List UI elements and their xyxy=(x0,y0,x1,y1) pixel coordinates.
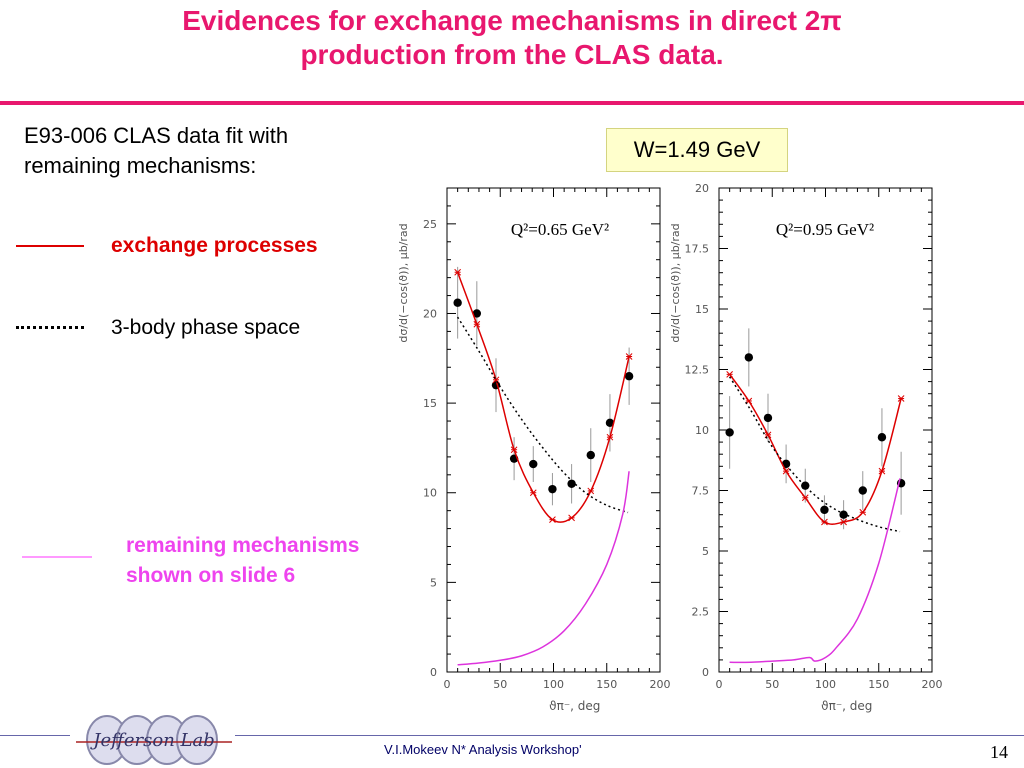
chart1-x-tick-label: 100 xyxy=(543,678,564,691)
chart2-y-axis-label: dσ/d(−cos(ϑ)), μb/rad xyxy=(669,223,682,342)
intro-line-1: E93-006 CLAS data fit with xyxy=(24,123,289,148)
chart1-x-tick-label: 200 xyxy=(650,678,671,691)
title-divider xyxy=(0,101,1024,105)
legend-exchange-label: exchange processes xyxy=(111,234,318,257)
chart2-x-axis-label: ϑπ⁻, deg xyxy=(821,699,872,713)
chart2-data-point xyxy=(801,481,810,490)
chart2-x-tick-label: 100 xyxy=(815,678,836,691)
chart1-panel-label: Q²=0.65 GeV² xyxy=(511,220,609,239)
chart2-y-tick-label: 5 xyxy=(702,545,709,558)
chart2-y-tick-label: 15 xyxy=(695,303,709,316)
chart1-y-tick-label: 0 xyxy=(430,666,437,679)
chart1-y-tick-label: 25 xyxy=(423,218,437,231)
chart1-x-axis-label: ϑπ⁻, deg xyxy=(549,699,600,713)
jefferson-lab-logo: Jefferson Lab xyxy=(76,715,232,765)
chart2-exchange-curve xyxy=(728,373,902,525)
chart2-x-tick-label: 150 xyxy=(868,678,889,691)
chart1-data-point xyxy=(453,298,462,307)
chart2-data-point xyxy=(877,433,887,442)
chart2-y-tick-label: 20 xyxy=(695,182,709,195)
legend-remaining-label: remaining mechanisms shown on slide 6 xyxy=(126,531,359,591)
chart2-x-tick-label: 0 xyxy=(716,678,723,691)
chart1-data-point xyxy=(529,459,538,469)
intro-text: E93-006 CLAS data fit with remaining mec… xyxy=(24,121,288,181)
page-number: 14 xyxy=(990,742,1008,762)
legend-phase-space-label: 3-body phase space xyxy=(111,316,301,339)
chart2-x-tick-label: 50 xyxy=(765,678,779,691)
intro-line-2: remaining mechanisms: xyxy=(24,153,257,178)
chart1-data-point xyxy=(586,450,595,460)
title-line-1: Evidences for exchange mechanisms in dir… xyxy=(182,5,842,36)
energy-label: W=1.49 GeV xyxy=(633,137,761,162)
energy-label-box: W=1.49 GeV xyxy=(606,128,788,172)
chart1-data-point xyxy=(567,479,576,488)
chart2-panel-label: Q²=0.95 GeV² xyxy=(776,220,874,239)
chart1-frame xyxy=(446,187,661,673)
title-line-2: production from the CLAS data. xyxy=(300,39,724,70)
chart1-remaining-curve xyxy=(457,471,630,666)
chart1-phase-space-curve xyxy=(456,316,629,514)
chart1-x-tick-label: 0 xyxy=(444,678,451,691)
chart1-data-point xyxy=(624,372,634,381)
chart1-x-tick-label: 150 xyxy=(596,678,617,691)
slide-title: Evidences for exchange mechanisms in dir… xyxy=(0,4,1024,72)
footer-rule-right xyxy=(235,735,1024,736)
legend-remaining-line-2: shown on slide 6 xyxy=(126,564,296,587)
chart1-x-tick-label: 50 xyxy=(493,678,507,691)
chart2-data-point xyxy=(763,413,773,423)
chart2-data-point xyxy=(839,510,848,519)
chart1-data-point xyxy=(472,309,482,318)
legend-remaining-line-1: remaining mechanisms xyxy=(126,534,360,557)
chart2-data-point xyxy=(858,486,867,495)
legend-phase-space-line xyxy=(16,326,84,329)
chart2-y-tick-label: 17.5 xyxy=(685,243,710,256)
chart1-y-tick-label: 15 xyxy=(423,397,437,410)
chart2-y-tick-label: 2.5 xyxy=(692,606,710,619)
chart1-data-point xyxy=(605,418,615,428)
chart2-frame xyxy=(718,187,933,673)
chart1-data-point xyxy=(548,484,557,494)
chart2-y-tick-label: 7.5 xyxy=(692,485,710,498)
logo-text: Jefferson Lab xyxy=(89,730,214,751)
legend-remaining-line xyxy=(22,556,92,558)
chart2-data-point xyxy=(725,428,734,437)
chart2-remaining-curve xyxy=(729,478,901,664)
chart1-y-tick-label: 5 xyxy=(430,576,437,589)
chart2-y-tick-label: 12.5 xyxy=(685,364,710,377)
footer-text: V.I.Mokeev N* Analysis Workshop' xyxy=(384,742,582,757)
chart2-x-tick-label: 200 xyxy=(922,678,943,691)
chart2-y-tick-label: 10 xyxy=(695,424,709,437)
chart2-y-tick-label: 0 xyxy=(702,666,709,679)
chart1-exchange-curve xyxy=(456,272,630,523)
chart2-phase-space-curve xyxy=(728,376,901,533)
chart1-y-axis-label: dσ/d(−cos(ϑ)), μb/rad xyxy=(397,223,410,342)
legend-exchange-line xyxy=(16,245,84,247)
chart2-data-point xyxy=(820,505,829,515)
footer-rule-left xyxy=(0,735,70,736)
chart1-y-tick-label: 20 xyxy=(423,307,437,320)
chart1-y-tick-label: 10 xyxy=(423,487,437,500)
chart2-data-point xyxy=(744,353,754,362)
